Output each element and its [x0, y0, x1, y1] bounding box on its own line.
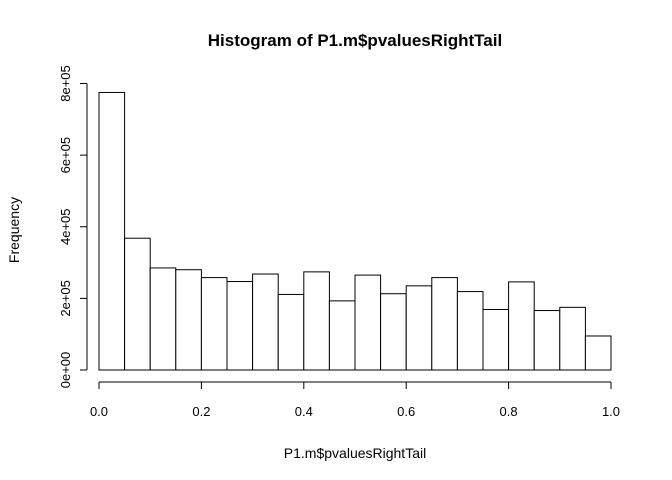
histogram-bar [559, 306, 586, 371]
histogram-bar [175, 269, 202, 371]
histogram-bar [98, 91, 126, 371]
y-tick-label: 8e+05 [58, 65, 73, 102]
histogram-bar [277, 293, 305, 371]
histogram-bar [200, 277, 228, 371]
histogram-bar [456, 291, 484, 371]
histogram-bar [303, 271, 330, 371]
histogram-bar [226, 281, 254, 371]
y-axis: 0e+00 2e+05 4e+05 6e+05 8e+05 [58, 65, 88, 389]
x-tick-label: 0.8 [500, 404, 518, 419]
chart-title: Histogram of P1.m$pvaluesRightTail [208, 31, 502, 50]
histogram-bar [149, 267, 177, 371]
histogram-bar [380, 293, 407, 371]
histogram-bar [405, 285, 433, 371]
histogram-bars [98, 91, 612, 371]
histogram-bar [431, 277, 458, 371]
histogram-bar [584, 335, 612, 371]
x-axis: 0.0 0.2 0.4 0.6 0.8 1.0 [90, 381, 620, 419]
x-tick-label: 0.2 [192, 404, 210, 419]
y-tick-label: 6e+05 [58, 137, 73, 174]
histogram-bar [482, 308, 510, 371]
x-tick-label: 0.4 [295, 404, 313, 419]
histogram-bar [124, 237, 151, 371]
histogram-bar [354, 274, 382, 371]
histogram-bar [533, 310, 561, 371]
x-tick-label: 0.0 [90, 404, 108, 419]
histogram-bar [328, 300, 356, 371]
x-tick-label: 1.0 [602, 404, 620, 419]
histogram-bar [252, 273, 279, 371]
x-axis-label: P1.m$pvaluesRightTail [284, 445, 426, 461]
histogram-bar [508, 281, 535, 371]
y-tick-label: 4e+05 [58, 208, 73, 245]
x-tick-label: 0.6 [397, 404, 415, 419]
y-tick-label: 0e+00 [58, 352, 73, 389]
y-axis-label: Frequency [6, 197, 22, 263]
y-tick-label: 2e+05 [58, 280, 73, 317]
